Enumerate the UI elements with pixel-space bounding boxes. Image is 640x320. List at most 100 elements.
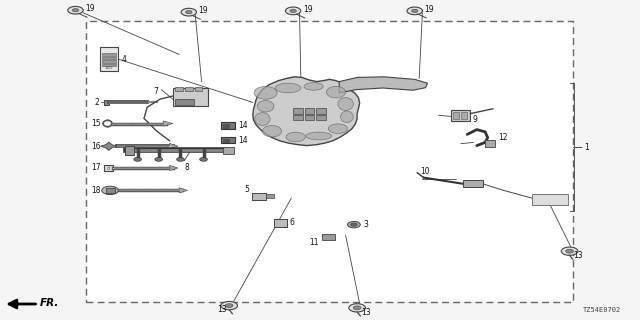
FancyBboxPatch shape bbox=[125, 146, 134, 155]
Circle shape bbox=[72, 9, 79, 12]
Text: 10: 10 bbox=[420, 167, 430, 176]
Text: 2: 2 bbox=[94, 98, 99, 107]
FancyBboxPatch shape bbox=[316, 115, 326, 120]
Text: 7: 7 bbox=[154, 87, 159, 96]
Circle shape bbox=[290, 9, 296, 12]
Ellipse shape bbox=[304, 83, 323, 90]
FancyBboxPatch shape bbox=[102, 57, 116, 59]
Circle shape bbox=[225, 304, 233, 308]
Text: 5: 5 bbox=[244, 185, 250, 194]
Circle shape bbox=[566, 249, 573, 253]
Polygon shape bbox=[339, 77, 428, 93]
Ellipse shape bbox=[338, 98, 353, 110]
FancyBboxPatch shape bbox=[274, 219, 287, 227]
Circle shape bbox=[353, 306, 361, 310]
Circle shape bbox=[200, 157, 207, 161]
Polygon shape bbox=[170, 165, 178, 171]
Ellipse shape bbox=[306, 132, 332, 140]
Text: 16: 16 bbox=[92, 142, 101, 151]
FancyBboxPatch shape bbox=[102, 53, 116, 56]
Circle shape bbox=[412, 9, 418, 12]
Text: 3: 3 bbox=[364, 220, 369, 229]
Circle shape bbox=[407, 7, 422, 15]
Polygon shape bbox=[170, 143, 178, 149]
Text: 6: 6 bbox=[290, 218, 295, 227]
Text: 15: 15 bbox=[92, 119, 101, 128]
Text: 18: 18 bbox=[92, 186, 101, 195]
Circle shape bbox=[177, 157, 184, 161]
Ellipse shape bbox=[255, 113, 270, 125]
Text: 19: 19 bbox=[85, 4, 95, 13]
Text: 9: 9 bbox=[472, 115, 477, 124]
Ellipse shape bbox=[328, 124, 348, 133]
FancyBboxPatch shape bbox=[175, 87, 183, 91]
Text: 17: 17 bbox=[92, 164, 101, 172]
FancyBboxPatch shape bbox=[322, 234, 335, 240]
FancyBboxPatch shape bbox=[223, 147, 234, 154]
Circle shape bbox=[348, 221, 360, 228]
FancyBboxPatch shape bbox=[532, 194, 568, 205]
Polygon shape bbox=[100, 142, 117, 150]
Circle shape bbox=[155, 157, 163, 161]
Text: 19: 19 bbox=[303, 5, 312, 14]
FancyBboxPatch shape bbox=[463, 180, 483, 187]
FancyBboxPatch shape bbox=[104, 165, 113, 171]
FancyBboxPatch shape bbox=[305, 108, 314, 114]
FancyBboxPatch shape bbox=[185, 87, 193, 91]
Polygon shape bbox=[163, 121, 173, 126]
FancyBboxPatch shape bbox=[305, 115, 314, 120]
Ellipse shape bbox=[275, 83, 301, 93]
Ellipse shape bbox=[262, 125, 282, 137]
FancyBboxPatch shape bbox=[86, 21, 573, 302]
Circle shape bbox=[186, 11, 192, 14]
FancyBboxPatch shape bbox=[175, 99, 194, 105]
FancyBboxPatch shape bbox=[293, 108, 303, 114]
Circle shape bbox=[221, 301, 237, 310]
FancyBboxPatch shape bbox=[266, 194, 274, 198]
Text: 14: 14 bbox=[238, 121, 248, 130]
Circle shape bbox=[561, 247, 578, 255]
FancyBboxPatch shape bbox=[221, 137, 235, 143]
Text: 8: 8 bbox=[184, 164, 189, 172]
Text: 11: 11 bbox=[309, 238, 319, 247]
FancyBboxPatch shape bbox=[316, 108, 326, 114]
Ellipse shape bbox=[286, 132, 305, 142]
FancyBboxPatch shape bbox=[195, 87, 202, 91]
FancyBboxPatch shape bbox=[223, 139, 229, 142]
Text: 13: 13 bbox=[573, 252, 582, 260]
FancyBboxPatch shape bbox=[461, 112, 467, 119]
Text: TZ54E0702: TZ54E0702 bbox=[582, 307, 621, 313]
Text: 13: 13 bbox=[362, 308, 371, 317]
Polygon shape bbox=[253, 77, 360, 146]
FancyBboxPatch shape bbox=[293, 115, 303, 120]
Circle shape bbox=[102, 186, 118, 195]
Text: 12: 12 bbox=[498, 133, 508, 142]
FancyBboxPatch shape bbox=[252, 193, 266, 200]
Text: 4: 4 bbox=[122, 55, 127, 64]
FancyBboxPatch shape bbox=[100, 47, 118, 71]
FancyBboxPatch shape bbox=[106, 188, 115, 193]
FancyBboxPatch shape bbox=[485, 140, 495, 147]
Text: 14: 14 bbox=[238, 136, 248, 145]
Text: d: d bbox=[108, 165, 110, 171]
Text: FR.: FR. bbox=[40, 298, 59, 308]
Text: 13: 13 bbox=[218, 305, 227, 314]
FancyBboxPatch shape bbox=[173, 88, 208, 106]
FancyBboxPatch shape bbox=[451, 110, 470, 121]
Text: 19: 19 bbox=[424, 5, 434, 14]
FancyBboxPatch shape bbox=[453, 112, 459, 119]
Circle shape bbox=[349, 304, 365, 312]
Circle shape bbox=[351, 223, 357, 226]
Text: 19: 19 bbox=[198, 6, 208, 15]
FancyBboxPatch shape bbox=[102, 64, 116, 66]
Circle shape bbox=[134, 157, 141, 161]
FancyBboxPatch shape bbox=[223, 124, 229, 128]
Ellipse shape bbox=[257, 100, 274, 112]
Circle shape bbox=[181, 8, 196, 16]
Ellipse shape bbox=[254, 86, 277, 99]
Text: #22: #22 bbox=[105, 66, 114, 70]
FancyBboxPatch shape bbox=[104, 100, 109, 105]
Text: — 1: — 1 bbox=[575, 143, 589, 152]
FancyBboxPatch shape bbox=[221, 122, 235, 129]
Ellipse shape bbox=[326, 86, 346, 98]
